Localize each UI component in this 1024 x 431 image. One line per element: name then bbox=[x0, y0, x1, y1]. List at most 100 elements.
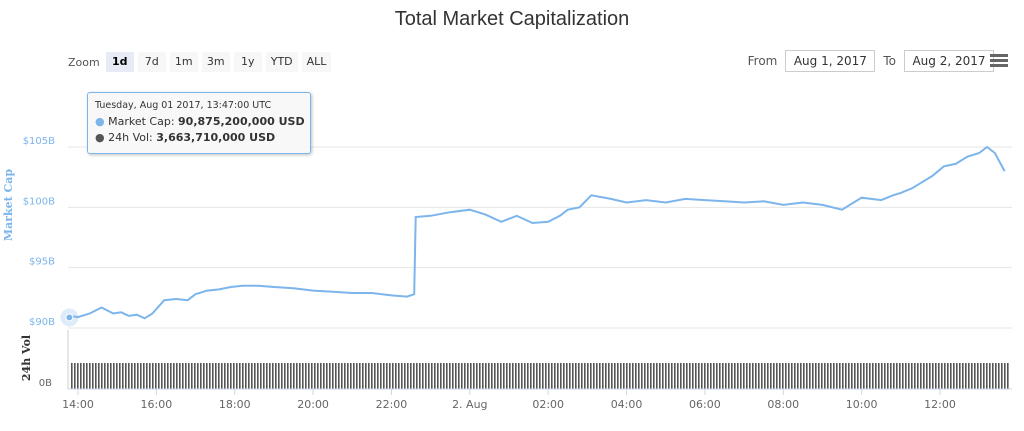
volume-bar bbox=[176, 363, 178, 389]
volume-bar bbox=[179, 363, 181, 389]
volume-bar bbox=[74, 363, 76, 389]
volume-bar bbox=[170, 363, 172, 389]
volume-bar bbox=[965, 363, 967, 389]
zoom-button-3m[interactable]: 3m bbox=[201, 52, 230, 72]
menu-bar bbox=[990, 54, 1008, 57]
volume-bar bbox=[779, 363, 781, 389]
volume-bar bbox=[869, 363, 871, 389]
volume-bar bbox=[662, 363, 664, 389]
volume-bar bbox=[89, 363, 91, 389]
volume-bar bbox=[722, 363, 724, 389]
volume-bar bbox=[665, 363, 667, 389]
volume-bar bbox=[911, 363, 913, 389]
volume-bar bbox=[587, 363, 589, 389]
volume-bar bbox=[332, 363, 334, 389]
volume-bar bbox=[578, 363, 580, 389]
volume-bar bbox=[800, 363, 802, 389]
volume-bar bbox=[974, 363, 976, 389]
volume-bar bbox=[428, 363, 430, 389]
volume-bar bbox=[527, 363, 529, 389]
zoom-button-1y[interactable]: 1y bbox=[233, 52, 262, 72]
volume-bar bbox=[833, 363, 835, 389]
volume-bar bbox=[590, 363, 592, 389]
volume-bar bbox=[317, 363, 319, 389]
volume-bar bbox=[182, 363, 184, 389]
volume-bar bbox=[671, 363, 673, 389]
y-axis-ticks: $90B $95B $100B $105B bbox=[23, 136, 55, 328]
x-tick-label: 04:00 bbox=[611, 398, 643, 411]
from-date-input[interactable] bbox=[785, 50, 876, 72]
volume-bar bbox=[950, 363, 952, 389]
volume-bar bbox=[539, 363, 541, 389]
volume-bar bbox=[464, 363, 466, 389]
volume-bar bbox=[773, 363, 775, 389]
volume-bar bbox=[272, 363, 274, 389]
volume-bar bbox=[296, 363, 298, 389]
volume-bar bbox=[503, 363, 505, 389]
hamburger-menu-icon[interactable] bbox=[990, 54, 1008, 68]
volume-bar bbox=[695, 363, 697, 389]
y-tick-label: $100B bbox=[23, 196, 55, 207]
volume-bar bbox=[785, 363, 787, 389]
volume-bar bbox=[497, 363, 499, 389]
volume-bar bbox=[365, 363, 367, 389]
volume-bar bbox=[752, 363, 754, 389]
volume-bar bbox=[287, 363, 289, 389]
volume-bar bbox=[707, 363, 709, 389]
volume-bar bbox=[629, 363, 631, 389]
volume-bar bbox=[536, 363, 538, 389]
volume-bar bbox=[758, 363, 760, 389]
volume-bar bbox=[542, 363, 544, 389]
volume-bar bbox=[803, 363, 805, 389]
volume-bar bbox=[947, 363, 949, 389]
volume-bar bbox=[482, 363, 484, 389]
zoom-button-7d[interactable]: 7d bbox=[137, 52, 166, 72]
volume-bar bbox=[509, 363, 511, 389]
volume-bar bbox=[653, 363, 655, 389]
volume-bar bbox=[359, 363, 361, 389]
x-tick-label: 08:00 bbox=[767, 398, 799, 411]
volume-bar bbox=[341, 363, 343, 389]
volume-bar bbox=[821, 363, 823, 389]
volume-bar bbox=[293, 363, 295, 389]
x-tick-label: 20:00 bbox=[297, 398, 329, 411]
volume-bar bbox=[725, 363, 727, 389]
volume-bar bbox=[530, 363, 532, 389]
volume-bar bbox=[677, 363, 679, 389]
zoom-button-ytd[interactable]: YTD bbox=[265, 52, 298, 72]
volume-bar bbox=[971, 363, 973, 389]
volume-bar bbox=[923, 363, 925, 389]
volume-bar bbox=[404, 363, 406, 389]
volume-bar bbox=[929, 363, 931, 389]
volume-bar bbox=[641, 363, 643, 389]
volume-bar bbox=[575, 363, 577, 389]
volume-bar bbox=[593, 363, 595, 389]
volume-bar bbox=[995, 363, 997, 389]
volume-bar bbox=[467, 363, 469, 389]
volume-bar bbox=[131, 363, 133, 389]
volume-bar bbox=[710, 363, 712, 389]
volume-bar bbox=[818, 363, 820, 389]
grid-lines bbox=[68, 146, 1012, 329]
volume-bar bbox=[128, 363, 130, 389]
volume-bar bbox=[338, 363, 340, 389]
volume-bar bbox=[845, 363, 847, 389]
zoom-button-1m[interactable]: 1m bbox=[169, 52, 198, 72]
volume-bar bbox=[236, 363, 238, 389]
zoom-button-all[interactable]: ALL bbox=[301, 52, 332, 72]
volume-bar bbox=[437, 363, 439, 389]
volume-bar bbox=[326, 363, 328, 389]
volume-bar bbox=[368, 363, 370, 389]
volume-bar bbox=[770, 363, 772, 389]
volume-bar bbox=[917, 363, 919, 389]
volume-bar bbox=[938, 363, 940, 389]
volume-bar bbox=[764, 363, 766, 389]
volume-bar bbox=[344, 363, 346, 389]
volume-bar bbox=[746, 363, 748, 389]
to-date-input[interactable] bbox=[904, 50, 994, 72]
zoom-button-1d[interactable]: 1d bbox=[105, 52, 134, 72]
tooltip-value: 3,663,710,000 USD bbox=[156, 131, 276, 144]
volume-bar bbox=[395, 363, 397, 389]
volume-bar bbox=[812, 363, 814, 389]
volume-bar bbox=[620, 363, 622, 389]
